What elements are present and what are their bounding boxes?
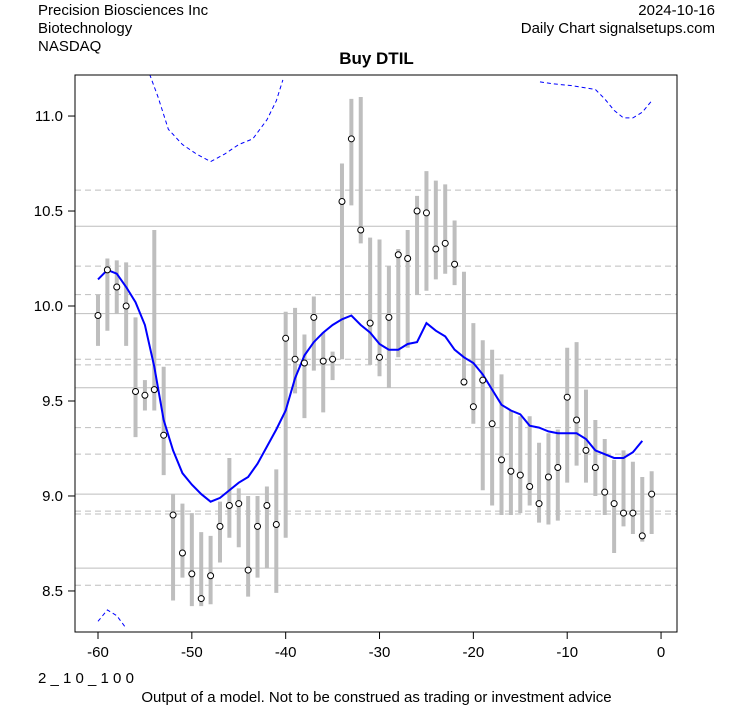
close-point [451, 260, 459, 268]
y-tick-label: 11.0 [35, 108, 63, 125]
close-point [610, 500, 618, 508]
model-code: 2 _ 1 0 _ 1 0 0 [38, 670, 134, 687]
close-point [535, 500, 543, 508]
close-point [94, 312, 102, 320]
disclaimer: Output of a model. Not to be construed a… [141, 689, 612, 706]
chart-source: Daily Chart signalsetups.com [520, 20, 715, 37]
close-point [376, 353, 384, 361]
lower-band-line [97, 609, 126, 628]
moving-average-line [97, 268, 644, 503]
close-point [591, 463, 599, 471]
upper-band-line [149, 75, 284, 163]
close-point [422, 209, 430, 217]
close-point [394, 251, 402, 259]
close-point [244, 566, 252, 574]
chart-title: Buy DTIL [339, 49, 414, 68]
close-point [291, 355, 299, 363]
close-point [601, 488, 609, 496]
close-point [178, 549, 186, 557]
close-point [582, 446, 590, 454]
exchange: NASDAQ [38, 38, 102, 55]
close-point [103, 266, 111, 274]
x-tick-label: -50 [181, 644, 203, 661]
close-point [272, 520, 280, 528]
y-tick-label: 9.5 [42, 393, 63, 410]
close-point [460, 378, 468, 386]
close-point [620, 509, 628, 517]
close-point [573, 416, 581, 424]
close-point [469, 403, 477, 411]
x-tick-label: -60 [87, 644, 109, 661]
close-point [544, 473, 552, 481]
y-tick-label: 10.0 [34, 298, 63, 315]
sector: Biotechnology [38, 20, 133, 37]
close-point [235, 500, 243, 508]
close-point [563, 393, 571, 401]
close-point [526, 482, 534, 490]
close-point [310, 313, 318, 321]
close-point [263, 501, 271, 509]
close-point [169, 511, 177, 519]
close-point [150, 386, 158, 394]
close-point [404, 255, 412, 263]
close-point [507, 467, 515, 475]
close-point [319, 357, 327, 365]
y-tick-label: 9.0 [42, 488, 63, 505]
chart-date: 2024-10-16 [638, 2, 715, 19]
close-point [300, 359, 308, 367]
x-tick-label: -40 [275, 644, 297, 661]
close-point [225, 501, 233, 509]
close-point [141, 391, 149, 399]
close-point [516, 471, 524, 479]
close-point [113, 283, 121, 291]
x-tick-label: -30 [369, 644, 391, 661]
close-point [479, 376, 487, 384]
y-tick-label: 10.5 [34, 203, 63, 220]
close-point [441, 239, 449, 247]
close-point [629, 509, 637, 517]
company-name: Precision Biosciences Inc [38, 2, 209, 19]
close-point [216, 522, 224, 530]
close-point [347, 135, 355, 143]
close-point [413, 207, 421, 215]
close-point [432, 245, 440, 253]
close-point [338, 198, 346, 206]
upper-band-line [539, 81, 653, 119]
y-tick-label: 8.5 [42, 583, 63, 600]
close-point [254, 522, 262, 530]
close-point [132, 387, 140, 395]
close-point [357, 226, 365, 234]
close-point [160, 431, 168, 439]
close-point [554, 463, 562, 471]
close-point [488, 420, 496, 428]
close-point [366, 319, 374, 327]
close-point [638, 532, 646, 540]
plot-frame [74, 74, 678, 633]
x-tick-label: -20 [463, 644, 485, 661]
close-point [329, 355, 337, 363]
close-point [498, 456, 506, 464]
x-tick-label: 0 [657, 644, 665, 661]
close-point [197, 595, 205, 603]
x-tick-label: -10 [556, 644, 578, 661]
close-point [207, 572, 215, 580]
close-point [282, 334, 290, 342]
close-point [188, 570, 196, 578]
close-point [648, 490, 656, 498]
close-point [385, 313, 393, 321]
close-point [122, 302, 130, 310]
